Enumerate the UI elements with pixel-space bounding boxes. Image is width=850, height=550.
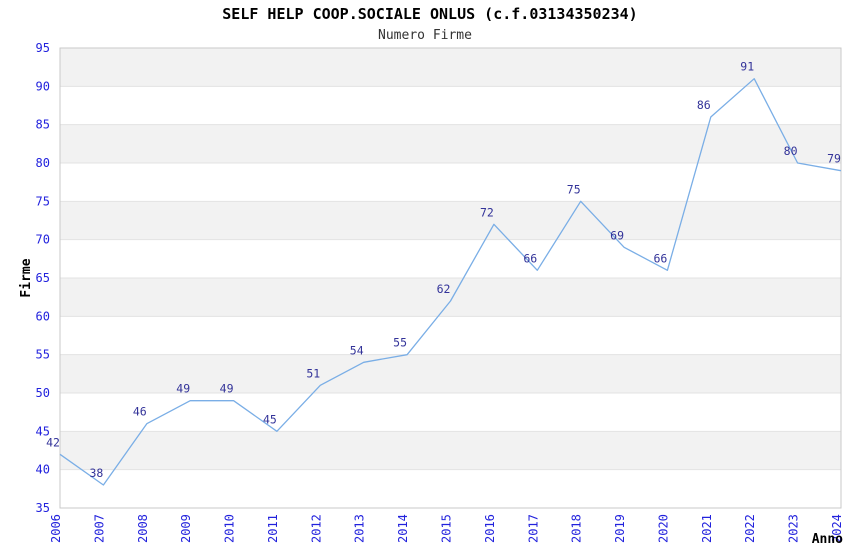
x-tick-label: 2006 <box>49 514 63 543</box>
point-label: 80 <box>784 144 798 158</box>
y-tick-label: 45 <box>36 424 50 438</box>
y-tick-label: 80 <box>36 156 50 170</box>
x-tick-label: 2019 <box>613 514 627 543</box>
point-label: 49 <box>176 382 190 396</box>
y-tick-label: 40 <box>36 463 50 477</box>
x-tick-label: 2020 <box>656 514 670 543</box>
point-label: 42 <box>46 435 60 449</box>
x-tick-label: 2016 <box>483 514 497 543</box>
x-tick-label: 2022 <box>743 514 757 543</box>
grid-band <box>60 201 841 240</box>
point-label: 45 <box>263 412 277 426</box>
point-label: 66 <box>653 251 667 265</box>
chart-title: SELF HELP COOP.SOCIALE ONLUS (c.f.031343… <box>222 5 638 23</box>
x-tick-label: 2013 <box>353 514 367 543</box>
x-tick-label: 2021 <box>700 514 714 543</box>
x-tick-label: 2024 <box>830 514 844 543</box>
x-tick-label: 2008 <box>136 514 150 543</box>
y-tick-label: 55 <box>36 348 50 362</box>
point-label: 72 <box>480 205 494 219</box>
point-label: 79 <box>827 152 841 166</box>
point-label: 38 <box>89 466 103 480</box>
grid-band <box>60 431 841 470</box>
point-label: 75 <box>567 182 581 196</box>
grid-band <box>60 48 841 87</box>
grid-band <box>60 278 841 317</box>
x-tick-label: 2007 <box>92 514 106 543</box>
point-label: 55 <box>393 336 407 350</box>
y-tick-label: 50 <box>36 386 50 400</box>
y-axis-title: Firme <box>19 258 34 297</box>
point-label: 91 <box>740 60 754 74</box>
x-tick-label: 2015 <box>440 514 454 543</box>
point-label: 86 <box>697 98 711 112</box>
x-tick-label: 2010 <box>223 514 237 543</box>
x-tick-label: 2014 <box>396 514 410 543</box>
x-tick-label: 2017 <box>526 514 540 543</box>
x-tick-label: 2018 <box>570 514 584 543</box>
y-tick-label: 70 <box>36 233 50 247</box>
point-label: 49 <box>220 382 234 396</box>
x-tick-label: 2023 <box>787 514 801 543</box>
point-label: 69 <box>610 228 624 242</box>
point-label: 46 <box>133 405 147 419</box>
point-label: 54 <box>350 343 364 357</box>
x-axis-title: Anno <box>812 532 843 547</box>
grid-band <box>60 354 841 393</box>
y-tick-label: 65 <box>36 271 50 285</box>
y-tick-label: 95 <box>36 41 50 55</box>
x-tick-label: 2012 <box>309 514 323 543</box>
point-label: 51 <box>306 366 320 380</box>
chart-subtitle: Numero Firme <box>378 28 472 43</box>
grid-band <box>60 124 841 163</box>
x-tick-label: 2011 <box>266 514 280 543</box>
series-line <box>59 78 842 486</box>
point-label: 66 <box>523 251 537 265</box>
x-tick-label: 2009 <box>179 514 193 543</box>
plot-border <box>59 47 842 509</box>
point-label: 62 <box>437 282 451 296</box>
y-tick-label: 60 <box>36 309 50 323</box>
y-tick-label: 35 <box>36 501 50 515</box>
y-tick-label: 90 <box>36 79 50 93</box>
y-tick-label: 85 <box>36 118 50 132</box>
y-tick-label: 75 <box>36 194 50 208</box>
